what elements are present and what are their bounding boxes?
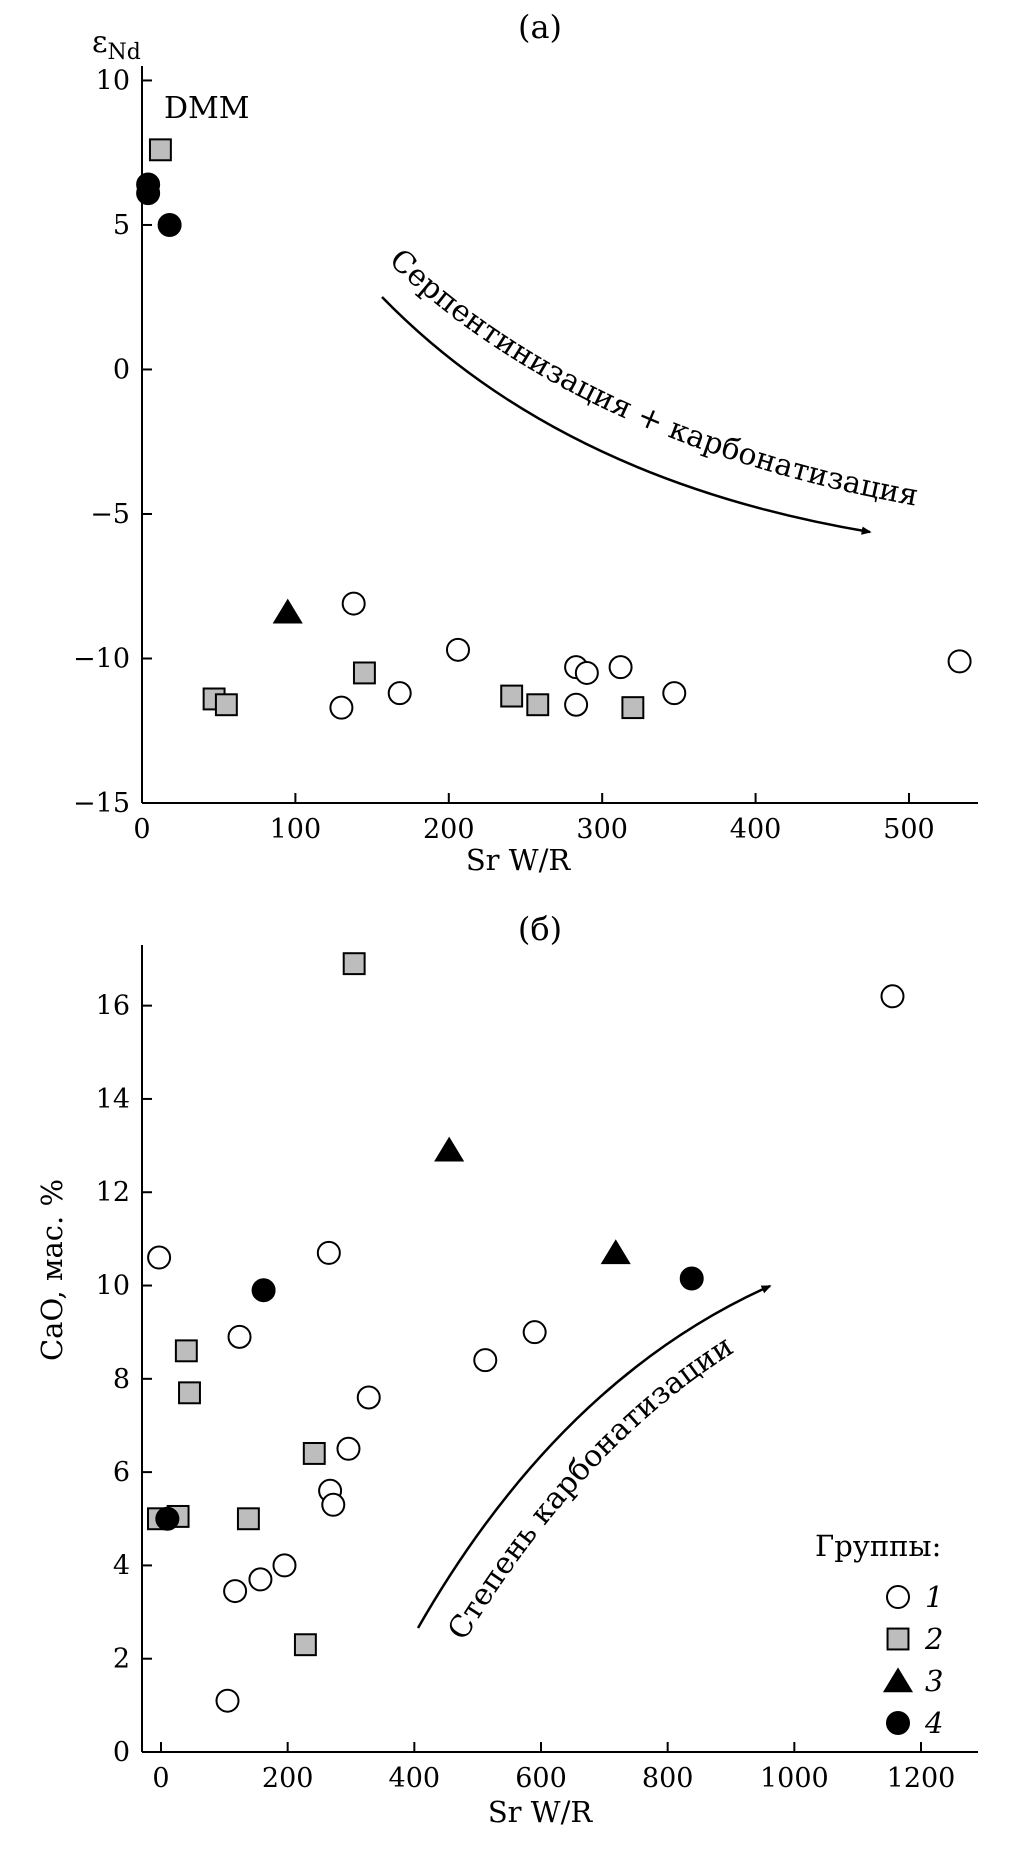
data-point-group-1 [217,1690,239,1712]
data-point-group-1 [148,1247,170,1269]
legend-marker-4 [887,1712,909,1734]
data-point-group-1 [330,697,352,719]
x-tick-label: 200 [262,1763,314,1794]
data-point-group-1 [524,1321,546,1343]
x-tick-label: 200 [423,814,475,845]
chart-title: (б) [518,910,562,948]
y-tick-label: 14 [96,1084,130,1115]
data-point-group-3 [435,1138,463,1161]
y-tick-label: −10 [73,643,130,674]
data-point-group-2 [295,1634,316,1655]
data-point-group-1 [882,985,904,1007]
x-tick-label: 100 [270,814,322,845]
legend-label-4: 4 [924,1706,943,1740]
data-point-group-1 [949,650,971,672]
x-axis-title: Sr W/R [466,843,572,877]
data-point-group-4 [681,1268,703,1290]
y-tick-label: 0 [113,354,130,385]
data-point-group-4 [156,1508,178,1530]
data-point-group-1 [474,1349,496,1371]
y-tick-label: 12 [96,1177,130,1208]
data-point-group-1 [337,1438,359,1460]
data-point-group-1 [249,1568,271,1590]
data-point-group-2 [176,1340,197,1361]
x-tick-label: 500 [883,814,935,845]
data-point-group-3 [602,1240,630,1263]
legend-label-3: 3 [925,1664,943,1698]
x-axis-title: Sr W/R [488,1795,594,1829]
legend-marker-2 [888,1629,909,1650]
data-point-group-1 [663,682,685,704]
y-tick-label: 16 [96,991,130,1022]
data-point-group-1 [224,1580,246,1602]
x-tick-label: 400 [389,1763,441,1794]
legend-label-2: 2 [924,1622,943,1656]
y-tick-label: 5 [113,210,130,241]
chart-title: (а) [518,8,562,46]
y-tick-label: 8 [113,1364,130,1395]
data-point-group-2 [304,1443,325,1464]
legend-title: Группы: [815,1529,941,1563]
x-tick-label: 0 [152,1763,169,1794]
x-tick-label: 300 [576,814,628,845]
data-point-group-1 [610,656,632,678]
data-point-group-1 [343,593,365,615]
data-point-group-1 [565,694,587,716]
legend-marker-1 [887,1586,909,1608]
y-tick-label: −15 [73,788,130,819]
data-point-group-1 [318,1242,340,1264]
data-point-group-1 [447,639,469,661]
data-point-group-2 [501,686,522,707]
legend: Группы: 1 2 3 4 [815,1529,943,1740]
data-point-group-2 [527,694,548,715]
data-point-group-2 [622,697,643,718]
y-axis-title: CaO, мас. % [35,1179,69,1361]
data-point-group-4 [137,182,159,204]
data-point-group-2 [216,694,237,715]
y-tick-label: 6 [113,1457,130,1488]
trend-label: Степень карбонатизации [441,1329,740,1646]
data-point-group-2 [179,1382,200,1403]
x-tick-label: 800 [642,1763,694,1794]
data-point-group-4 [253,1279,275,1301]
y-axis-title: εNd [92,25,141,65]
y-tick-label: −5 [90,499,130,530]
data-point-group-1 [229,1326,251,1348]
trend-label-path: Степень карбонатизации [441,1329,740,1646]
data-point-group-1 [389,682,411,704]
data-point-group-2 [344,953,365,974]
data-point-group-4 [159,214,181,236]
y-tick-label: 4 [113,1550,130,1581]
data-point-group-2 [150,139,171,160]
x-tick-label: 400 [730,814,782,845]
chart-panel-b: (б) 0 200 400 600 800 1000 1200 0246810121416 … [35,910,978,1829]
y-tick-label: 10 [96,1271,130,1302]
data-point-group-1 [322,1494,344,1516]
data-point-group-1 [274,1554,296,1576]
y-tick-label: 0 [113,1737,130,1768]
y-axis-title-main: ε [92,25,108,60]
data-point-group-3 [274,600,302,623]
legend-label-1: 1 [925,1580,943,1614]
x-tick-label: 0 [133,814,150,845]
data-point-group-1 [358,1386,380,1408]
dmm-label: DMM [164,91,250,126]
x-tick-label: 1000 [760,1763,829,1794]
chart-panel-a: (а) εNd 0 100 200 300 400 500 10 5 0 −5 −10 −15 Sr… [73,8,978,877]
x-tick-label: 1200 [887,1763,956,1794]
data-point-group-1 [576,662,598,684]
y-tick-label: 2 [113,1644,130,1675]
y-tick-label: 10 [96,65,130,96]
data-point-group-2 [238,1508,259,1529]
data-point-group-2 [354,662,375,683]
y-axis-title-sub: Nd [108,40,141,65]
legend-marker-3 [884,1668,912,1691]
x-tick-label: 600 [515,1763,567,1794]
